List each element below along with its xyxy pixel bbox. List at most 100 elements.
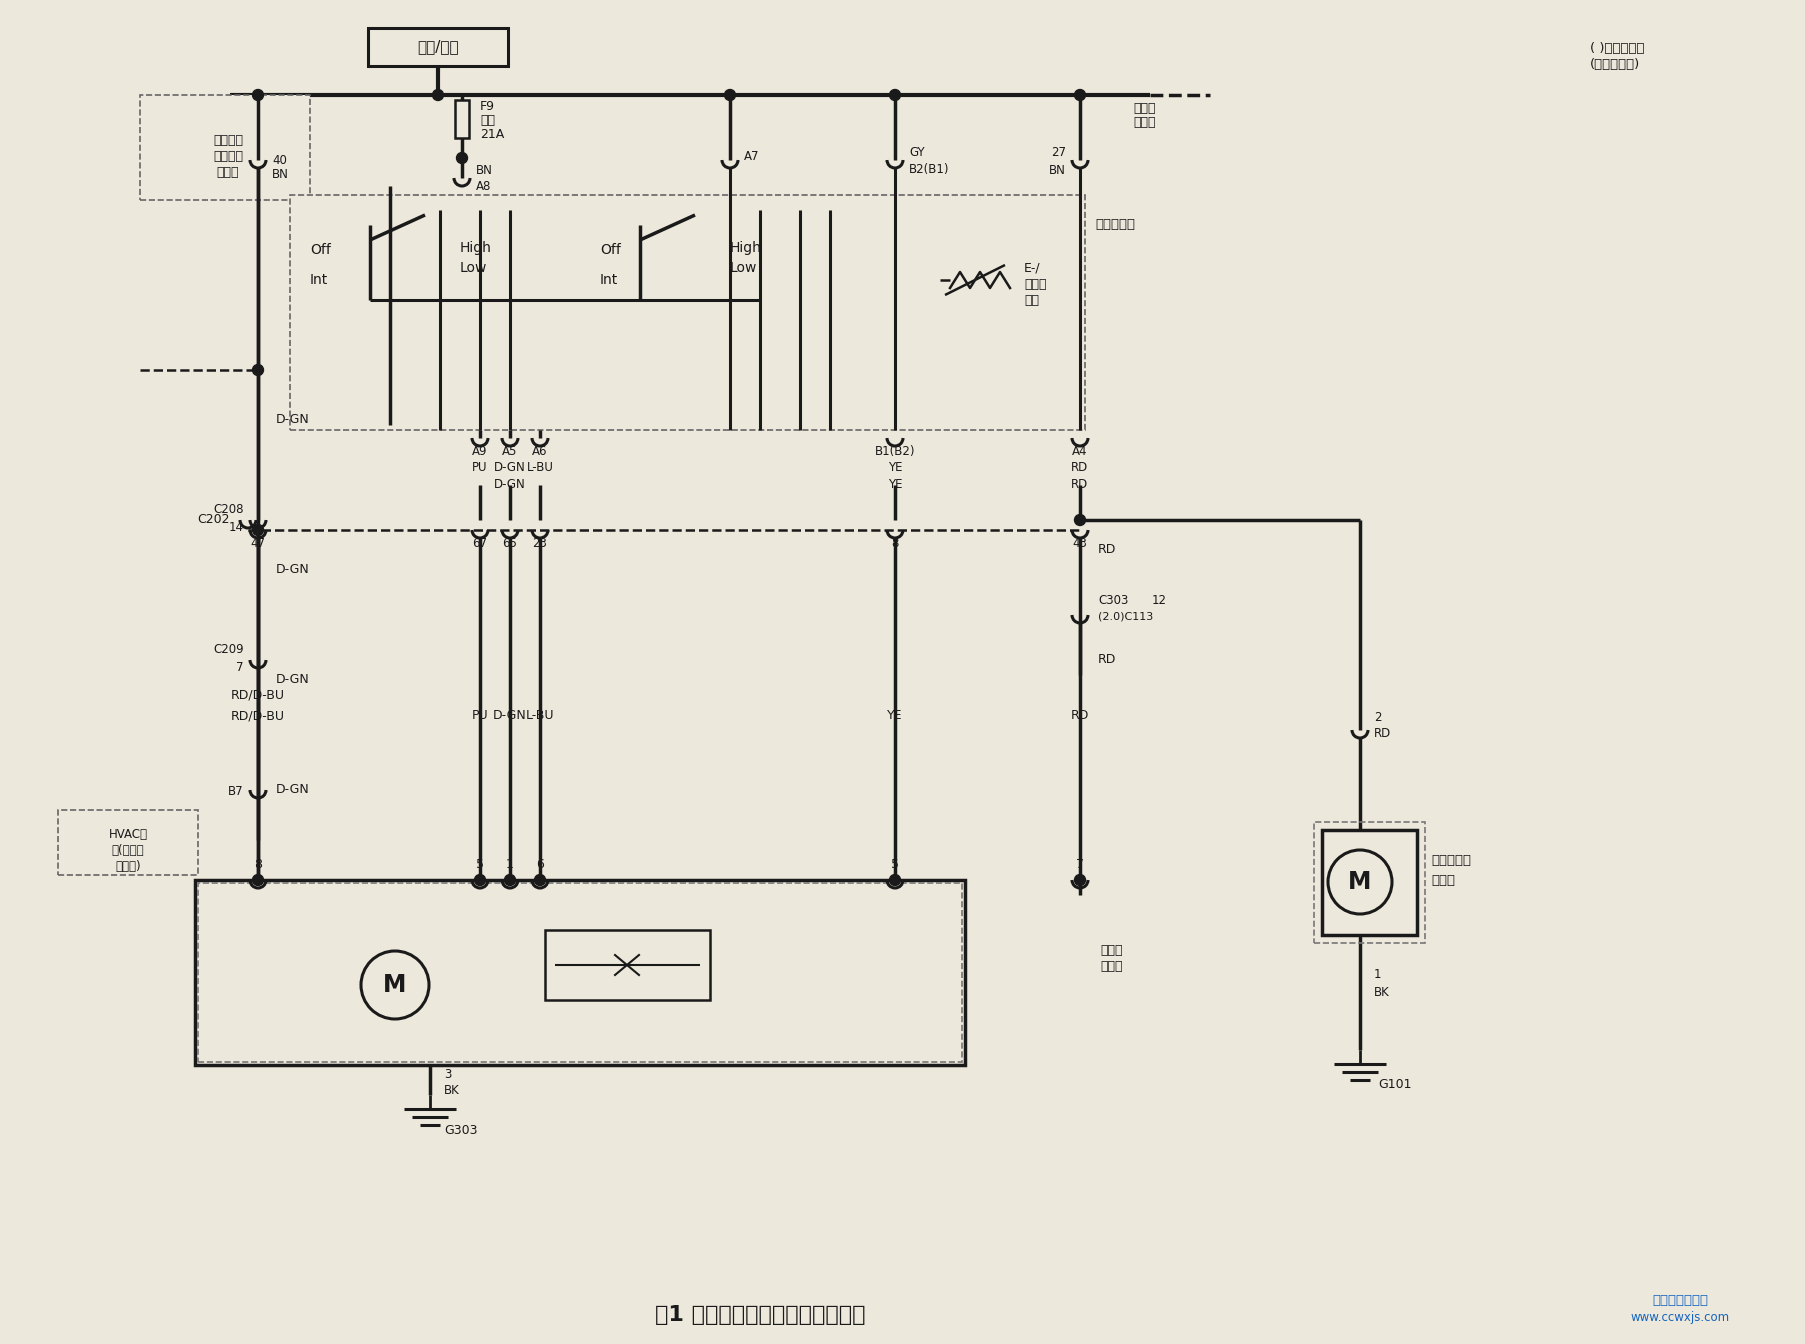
Text: Low: Low: [729, 261, 756, 276]
Text: M: M: [383, 973, 406, 997]
Text: RD: RD: [1070, 710, 1088, 723]
Circle shape: [253, 364, 264, 375]
Text: A6: A6: [532, 445, 547, 458]
Text: 21A: 21A: [480, 129, 504, 141]
Text: 2: 2: [1374, 711, 1381, 724]
Text: 7: 7: [236, 661, 244, 675]
Text: BK: BK: [1374, 986, 1390, 1000]
Text: High: High: [460, 241, 491, 255]
Text: 刮水器: 刮水器: [1099, 943, 1123, 957]
Text: 电动机: 电动机: [1099, 960, 1123, 973]
Text: C303: C303: [1097, 594, 1128, 607]
Text: BN: BN: [477, 164, 493, 176]
Text: M: M: [1348, 870, 1372, 894]
Circle shape: [361, 952, 430, 1019]
Text: 中的配电: 中的配电: [213, 149, 244, 163]
Text: RD: RD: [1374, 727, 1390, 741]
Text: B7: B7: [227, 785, 244, 798]
Text: 图1 刮水器电动机控制电路示意图: 图1 刮水器电动机控制电路示意图: [655, 1305, 865, 1325]
Text: RD/D-BU: RD/D-BU: [231, 688, 285, 702]
Text: 制(自动空: 制(自动空: [112, 844, 144, 857]
Text: 5: 5: [890, 857, 899, 871]
Text: D-GN: D-GN: [276, 784, 310, 797]
Text: Int: Int: [599, 273, 617, 288]
Circle shape: [1074, 90, 1085, 101]
Circle shape: [1074, 515, 1085, 526]
Text: 6: 6: [536, 857, 543, 871]
Circle shape: [890, 90, 901, 101]
Circle shape: [457, 152, 467, 164]
Text: (2.0)C113: (2.0)C113: [1097, 612, 1153, 622]
Text: 8: 8: [255, 857, 262, 871]
Circle shape: [253, 875, 264, 886]
Text: 5: 5: [477, 857, 484, 871]
Bar: [58, 810, 199, 875]
Bar: [455, 99, 469, 138]
Circle shape: [724, 90, 735, 101]
Text: BN: BN: [1049, 164, 1065, 176]
Text: D-GN: D-GN: [276, 563, 310, 577]
Text: 23: 23: [532, 538, 547, 551]
Text: C208: C208: [213, 504, 244, 516]
Text: D-GN: D-GN: [493, 710, 527, 723]
Bar: [195, 880, 964, 1064]
Text: RD: RD: [1070, 478, 1088, 492]
Bar: [199, 883, 962, 1062]
Text: G303: G303: [444, 1124, 477, 1137]
Text: Low: Low: [460, 261, 487, 276]
Text: F9: F9: [480, 101, 495, 113]
Text: A5: A5: [502, 445, 518, 458]
Text: YE: YE: [886, 710, 902, 723]
Text: 27: 27: [1051, 146, 1065, 160]
Text: 仪表板: 仪表板: [1134, 116, 1155, 129]
Text: A8: A8: [477, 180, 491, 192]
Text: YE: YE: [888, 461, 902, 474]
Text: RD: RD: [1070, 461, 1088, 474]
Text: A9: A9: [471, 445, 487, 458]
Text: L-BU: L-BU: [525, 710, 554, 723]
Text: 65: 65: [502, 538, 518, 551]
Text: 运行/起动: 运行/起动: [417, 39, 458, 55]
Text: 1: 1: [505, 857, 514, 871]
Text: 43: 43: [1072, 538, 1087, 551]
Text: YE: YE: [888, 478, 902, 492]
Bar: [291, 195, 1085, 430]
Text: BN: BN: [273, 168, 289, 181]
Bar: [1321, 831, 1417, 935]
Text: E-/: E-/: [1023, 262, 1040, 274]
Text: 熔丝: 熔丝: [480, 114, 495, 128]
Text: 12: 12: [1152, 594, 1166, 607]
Text: 电动机: 电动机: [1430, 874, 1455, 887]
Circle shape: [475, 875, 486, 886]
Text: A4: A4: [1072, 445, 1087, 458]
Text: High: High: [729, 241, 762, 255]
Text: 前洗涤液泵: 前洗涤液泵: [1430, 853, 1471, 867]
Text: Off: Off: [599, 243, 621, 257]
Text: 14: 14: [229, 521, 244, 535]
Text: ( )带后除雾器: ( )带后除雾器: [1588, 42, 1644, 55]
Text: 洗涤器: 洗涤器: [1023, 277, 1045, 290]
Text: 示意图: 示意图: [217, 165, 238, 179]
Text: PU: PU: [471, 461, 487, 474]
Text: 8: 8: [892, 538, 899, 551]
Text: 开关: 开关: [1023, 293, 1038, 306]
Text: C202: C202: [197, 513, 229, 527]
Text: BK: BK: [444, 1085, 460, 1098]
Circle shape: [890, 875, 901, 886]
Text: 3: 3: [444, 1068, 451, 1082]
Text: 40: 40: [273, 153, 287, 167]
Text: 熔丝盒: 熔丝盒: [1134, 102, 1155, 114]
Text: 47: 47: [251, 538, 265, 551]
Text: GY: GY: [908, 146, 924, 160]
Text: 7: 7: [1076, 857, 1083, 871]
Text: (除北美之外): (除北美之外): [1588, 59, 1639, 71]
Text: 电路系统: 电路系统: [213, 133, 244, 146]
Text: Off: Off: [310, 243, 330, 257]
Circle shape: [1074, 875, 1085, 886]
Text: RD/D-BU: RD/D-BU: [231, 710, 285, 723]
Text: RD: RD: [1097, 653, 1115, 667]
Text: D-GN: D-GN: [495, 461, 525, 474]
Text: HVAC控: HVAC控: [108, 828, 148, 841]
Circle shape: [253, 90, 264, 101]
Circle shape: [504, 875, 514, 886]
